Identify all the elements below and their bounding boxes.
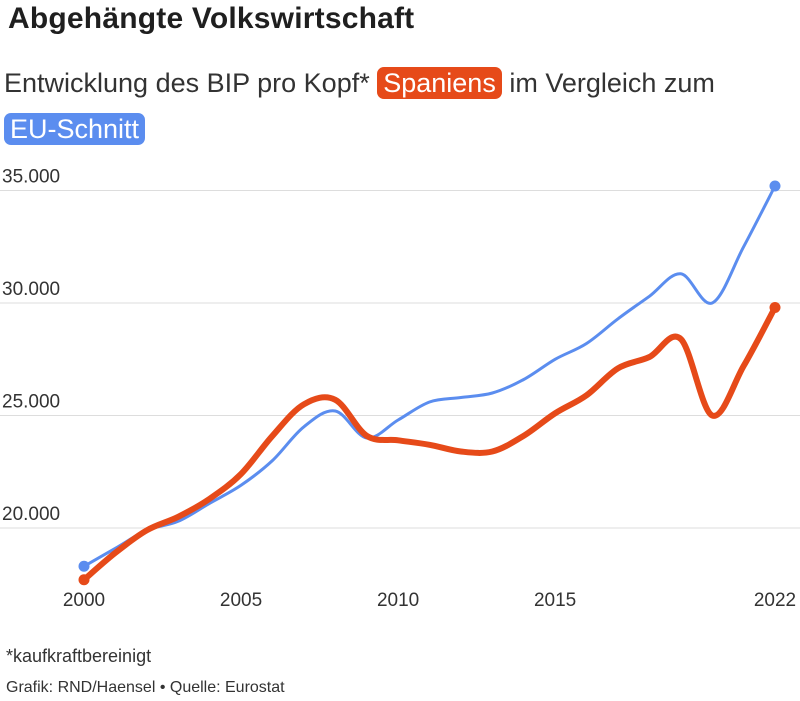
eu-end-point [769, 180, 781, 192]
series-lines [78, 180, 781, 586]
chart-title: Abgehängte Volkswirtschaft [8, 2, 415, 35]
line-chart: 20.000 25.000 30.000 35.000 2000 2005 2010 201… [0, 167, 800, 611]
spain-start-point [78, 574, 90, 586]
x-tick-label: 2022 [754, 590, 796, 611]
eu-series-line [82, 184, 777, 568]
subtitle-text-1: Entwicklung des BIP pro Kopf* [4, 68, 370, 98]
y-axis-labels: 20.000 25.000 30.000 35.000 [2, 167, 60, 526]
y-tick-label: 20.000 [2, 504, 60, 525]
spain-highlight-label: Spaniens [377, 67, 502, 99]
eu-start-point [78, 560, 90, 572]
spain-series-line [81, 304, 778, 583]
x-tick-label: 2005 [220, 590, 262, 611]
eu-highlight-label: EU-Schnitt [4, 113, 146, 145]
y-tick-label: 25.000 [2, 392, 60, 413]
source-credit: Grafik: RND/Haensel • Quelle: Eurostat [6, 679, 285, 696]
subtitle-text-2: im Vergleich zum [509, 68, 715, 98]
y-tick-label: 30.000 [2, 279, 60, 300]
footnote: *kaufkraftbereinigt [6, 646, 152, 666]
spain-end-point [769, 302, 781, 313]
chart-subtitle: Entwicklung des BIP pro Kopf* Spaniens i… [4, 60, 796, 152]
x-tick-label: 2015 [534, 590, 576, 611]
x-axis-labels: 2000 2005 2010 2015 2022 [63, 590, 796, 611]
grid-lines [0, 190, 800, 529]
x-tick-label: 2000 [63, 590, 105, 611]
x-tick-label: 2010 [377, 590, 419, 611]
y-tick-label: 35.000 [2, 167, 60, 188]
